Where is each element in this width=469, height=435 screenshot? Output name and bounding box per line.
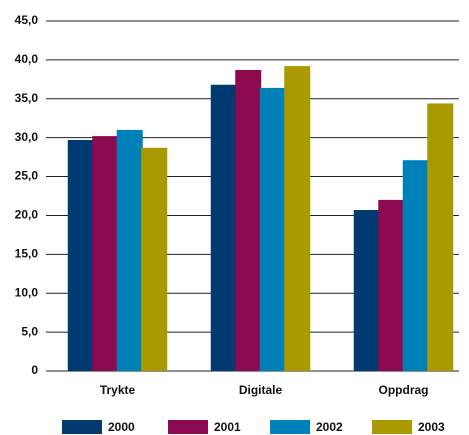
x-tick-label: Digitale — [239, 383, 283, 397]
bar — [116, 129, 143, 371]
x-tick-label: Oppdrag — [379, 383, 429, 397]
legend-swatch — [372, 420, 412, 434]
legend-label: 2002 — [316, 420, 343, 434]
legend-swatch — [270, 420, 310, 434]
bar — [67, 140, 94, 371]
y-tick-label: 40,0 — [15, 52, 39, 66]
bar — [259, 87, 286, 371]
legend-label: 2000 — [108, 420, 135, 434]
legend-label: 2001 — [214, 420, 241, 434]
legend-swatch — [62, 420, 102, 434]
bar — [235, 70, 262, 371]
legend-swatch — [168, 420, 208, 434]
bar — [92, 136, 119, 371]
bar — [141, 147, 168, 371]
y-tick-label: 0 — [31, 363, 38, 377]
y-tick-label: 20,0 — [15, 208, 39, 222]
y-tick-label: 10,0 — [15, 285, 39, 299]
bar — [284, 66, 311, 371]
y-tick-label: 30,0 — [15, 130, 39, 144]
y-tick-label: 35,0 — [15, 91, 39, 105]
y-tick-label: 45,0 — [15, 13, 39, 27]
bar — [210, 84, 237, 372]
y-tick-label: 15,0 — [15, 247, 39, 261]
bar — [353, 210, 380, 371]
y-tick-label: 5,0 — [21, 324, 38, 338]
legend-label: 2003 — [418, 420, 445, 434]
y-tick-label: 25,0 — [15, 169, 39, 183]
x-tick-label: Trykte — [100, 383, 136, 397]
bar — [378, 199, 405, 371]
bar — [427, 103, 454, 371]
bar — [402, 160, 429, 371]
